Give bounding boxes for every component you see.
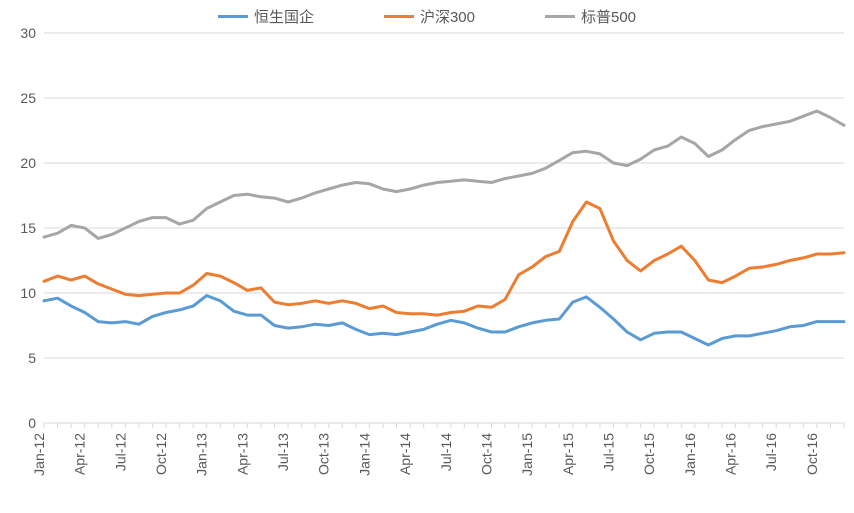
x-tick-label: Apr-15 bbox=[560, 433, 576, 475]
legend-label-2: 标普500 bbox=[581, 6, 636, 27]
series-line-0 bbox=[44, 296, 844, 345]
x-tick-label: Jan-13 bbox=[194, 433, 210, 476]
y-tick-label: 20 bbox=[20, 155, 36, 171]
x-tick-label: Oct-14 bbox=[478, 433, 494, 475]
x-tick-label: Jan-14 bbox=[356, 433, 372, 476]
legend-swatch-1 bbox=[384, 15, 414, 18]
x-tick-label: Oct-15 bbox=[641, 433, 657, 475]
y-tick-label: 10 bbox=[20, 285, 36, 301]
x-tick-label: Apr-13 bbox=[234, 433, 250, 475]
legend-swatch-0 bbox=[218, 15, 248, 18]
x-tick-label: Oct-13 bbox=[316, 433, 332, 475]
x-tick-label: Jul-14 bbox=[438, 433, 454, 471]
legend-label-1: 沪深300 bbox=[420, 6, 475, 27]
x-tick-label: Jan-12 bbox=[31, 433, 47, 476]
legend-label-0: 恒生国企 bbox=[254, 6, 314, 27]
x-tick-label: Apr-16 bbox=[723, 433, 739, 475]
y-tick-label: 30 bbox=[20, 27, 36, 41]
plot-svg: 0 5 10 15 20 25 30 Jan-12 Apr-12 Jul-12 Oct-12 Jan-… bbox=[0, 27, 854, 510]
x-tick-label: Jan-15 bbox=[519, 433, 535, 476]
y-tick-label: 25 bbox=[20, 90, 36, 106]
legend-item-1: 沪深300 bbox=[384, 6, 475, 27]
x-tick-label: Apr-12 bbox=[72, 433, 88, 475]
legend-swatch-2 bbox=[545, 15, 575, 18]
x-tick-label: Jul-12 bbox=[112, 433, 128, 471]
x-tick-label: Jul-16 bbox=[763, 433, 779, 471]
x-tick-label: Jan-16 bbox=[682, 433, 698, 476]
series-line-2 bbox=[44, 111, 844, 238]
legend-item-2: 标普500 bbox=[545, 6, 636, 27]
x-tick-label: Oct-12 bbox=[153, 433, 169, 475]
x-tick-label: Jul-15 bbox=[600, 433, 616, 471]
line-chart: 恒生国企 沪深300 标普500 0 5 10 15 20 25 30 Jan-12 Apr-1… bbox=[0, 0, 854, 513]
legend-item-0: 恒生国企 bbox=[218, 6, 314, 27]
y-tick-label: 15 bbox=[20, 220, 36, 236]
x-tick-label: Apr-14 bbox=[397, 433, 413, 475]
y-tick-label: 5 bbox=[28, 350, 36, 366]
legend: 恒生国企 沪深300 标普500 bbox=[0, 0, 854, 27]
x-tick-label: Jul-13 bbox=[275, 433, 291, 471]
y-tick-label: 0 bbox=[28, 415, 36, 431]
x-tick-label: Oct-16 bbox=[804, 433, 820, 475]
